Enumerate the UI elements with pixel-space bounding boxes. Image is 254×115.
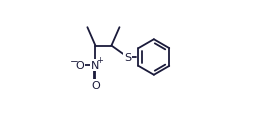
Text: S: S — [123, 53, 131, 62]
Text: +: + — [96, 56, 103, 65]
Text: O: O — [75, 60, 83, 70]
Text: −: − — [70, 56, 79, 66]
Text: N: N — [91, 60, 99, 70]
Text: O: O — [91, 80, 99, 90]
